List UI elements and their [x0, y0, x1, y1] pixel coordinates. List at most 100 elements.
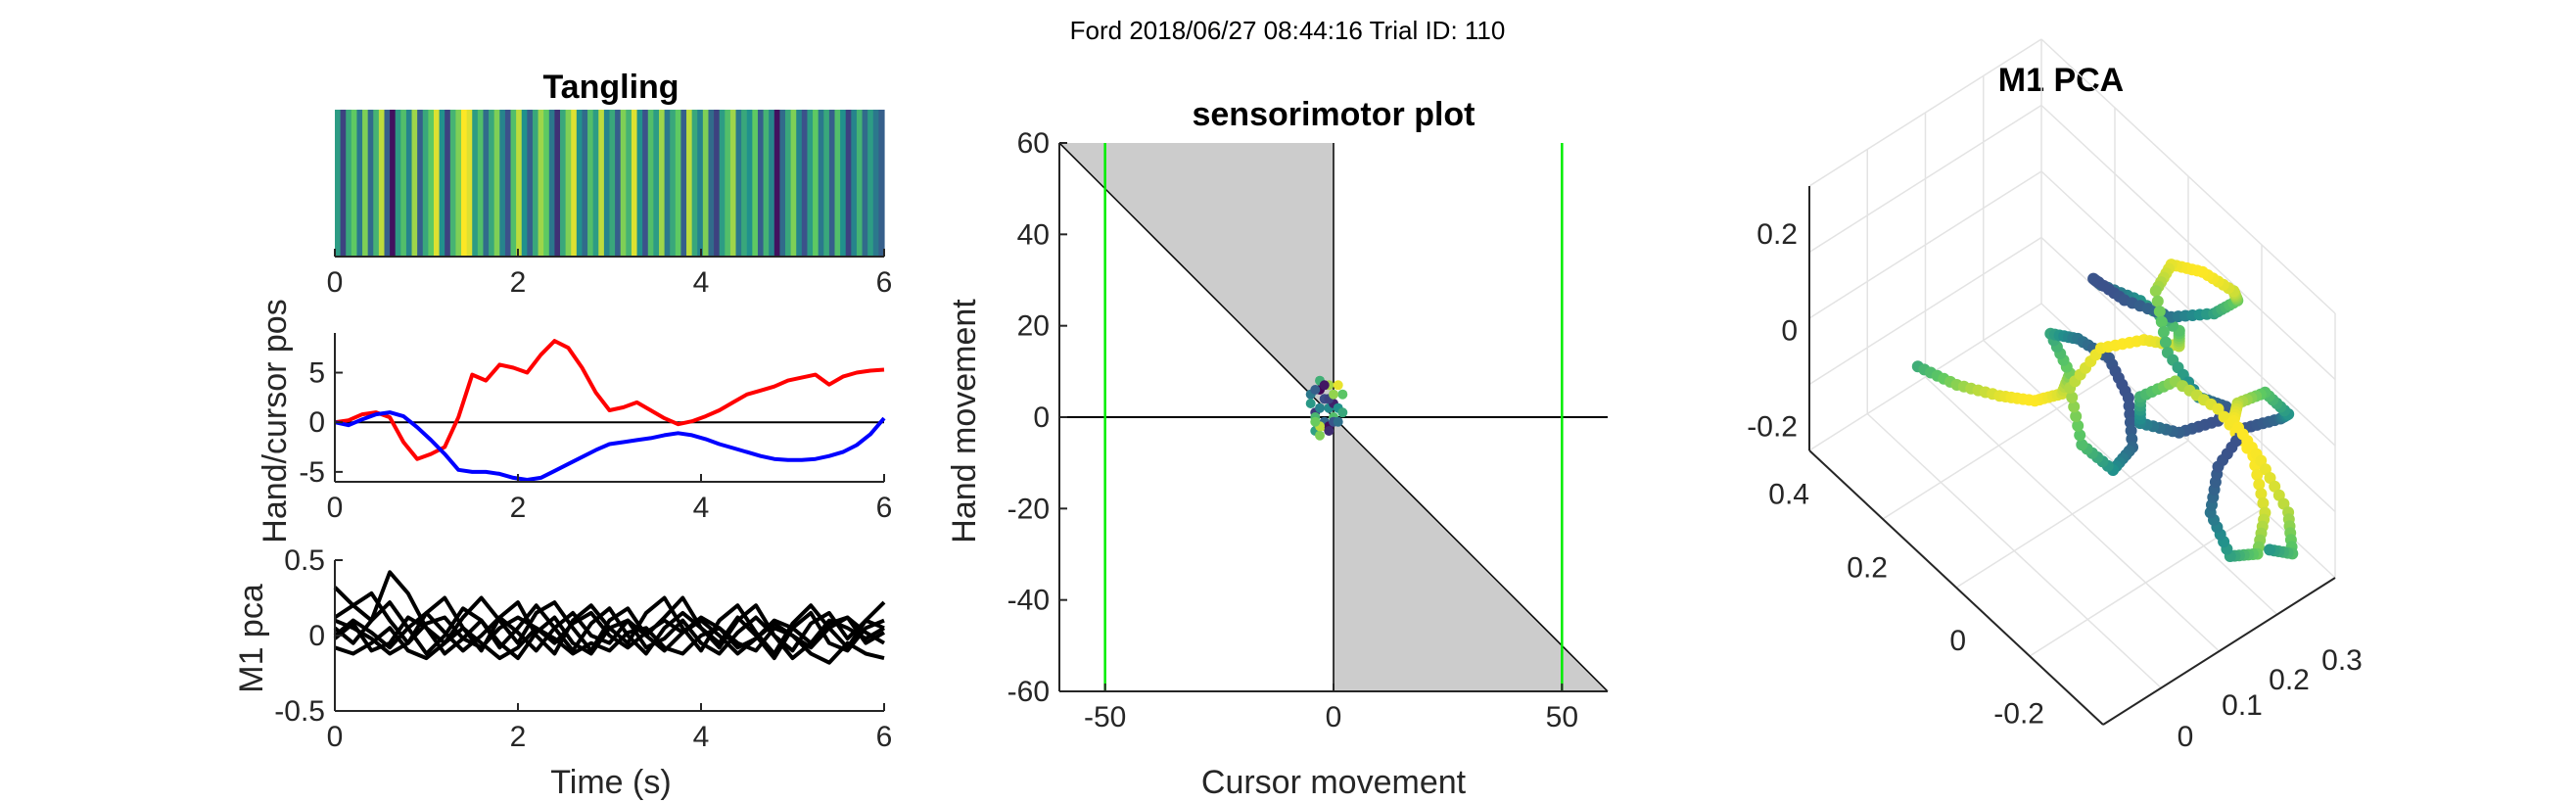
tangling-cell — [845, 110, 852, 257]
y-tick-label: 0 — [1949, 625, 1966, 657]
sm-y-tick-label: -60 — [1007, 676, 1050, 708]
tangling-cell — [752, 110, 759, 257]
m1-pca-content: 0 2 4 6-0.500.5 — [274, 544, 892, 753]
tangling-x-tick-label: 2 — [510, 266, 527, 299]
pca-trajectory-point — [2068, 401, 2081, 413]
pca-trajectory-point — [2149, 285, 2162, 298]
y-axis-3d — [1808, 449, 2104, 726]
tangling-cell — [867, 110, 874, 257]
hand-position-line — [334, 339, 885, 461]
tangling-cell — [483, 110, 490, 257]
pca-trajectory-point — [2157, 326, 2170, 339]
tangling-cell — [757, 110, 765, 257]
tangling-cell — [400, 110, 407, 257]
tangling-cell — [455, 110, 462, 257]
y-tick-label: 0.4 — [1768, 479, 1809, 511]
pca-trajectory-point — [2264, 543, 2276, 556]
m1-y-tick-label: -0.5 — [274, 695, 325, 728]
pca-trajectory-point — [2074, 429, 2086, 442]
tangling-cell — [818, 110, 824, 257]
tangling-cell — [779, 110, 786, 257]
pca-trajectory-point — [2272, 489, 2285, 501]
m1-x-tick-label: 4 — [693, 721, 710, 753]
tangling-cell — [686, 110, 693, 257]
tangling-cell — [691, 110, 698, 257]
tangling-cell — [773, 110, 781, 257]
tangling-cell — [620, 110, 627, 257]
cursor-position-line — [334, 410, 886, 482]
pca-trajectory-point — [2257, 496, 2270, 509]
tangling-cell — [741, 110, 748, 257]
pca-trajectory-point — [2076, 439, 2088, 451]
grid-3d-line — [1808, 104, 2042, 254]
tangling-cell — [702, 110, 710, 257]
tangling-cell — [422, 110, 429, 257]
tangling-cell — [411, 110, 418, 257]
tangling-cell — [532, 110, 539, 257]
tangling-cell — [516, 110, 523, 257]
y-tick-label: 0.2 — [1847, 551, 1888, 584]
sensorimotor-xlabel: Cursor movement — [1201, 764, 1467, 801]
tangling-cell — [548, 110, 555, 257]
tangling-cell — [576, 110, 584, 257]
sensorimotor-point — [1324, 426, 1335, 436]
tangling-cell — [395, 110, 401, 257]
tangling-cell — [746, 110, 753, 257]
sm-y-tick-label: 20 — [1017, 310, 1050, 343]
sm-y-tick-label: 40 — [1017, 218, 1050, 251]
m1-pca-3d-content: -0.200.2-0.200.20.400.10.20.3 — [1747, 38, 2363, 753]
pca-trajectory-point — [2070, 410, 2083, 423]
tangling-cell — [461, 110, 468, 257]
m1-x-tick-label: 0 — [327, 721, 344, 753]
tangling-cell — [489, 110, 495, 257]
tangling-cell — [582, 110, 588, 257]
sensorimotor-point — [1305, 399, 1316, 408]
tangling-cell — [417, 110, 424, 257]
tangling-cell — [719, 110, 726, 257]
m1-pca-timeseries-plot: M1 pca Time (s) 0 2 4 6-0.500.5 — [233, 544, 892, 801]
sensorimotor-point — [1315, 430, 1325, 441]
grid-3d-line — [2040, 170, 2336, 447]
tangling-cell — [872, 110, 879, 257]
tangling-cell — [346, 110, 352, 257]
pca-trajectory-point — [2251, 468, 2264, 481]
m1-pca-component-line — [333, 610, 886, 656]
tangling-cell — [466, 110, 473, 257]
pca-trajectory-point — [2269, 480, 2281, 493]
sensorimotor-point — [1319, 380, 1330, 391]
tangling-cell — [493, 110, 500, 257]
tangling-cells — [335, 110, 885, 257]
m1-pca-component-line — [334, 610, 886, 656]
tangling-cell — [796, 110, 803, 257]
tangling-cell — [405, 110, 413, 257]
sensorimotor-plot: sensorimotor plot Hand movement Cursor m… — [946, 96, 1609, 801]
pos-x-tick-label: 4 — [693, 492, 710, 524]
tangling-cell — [587, 110, 594, 257]
tangling-title: Tangling — [542, 69, 679, 106]
tangling-cell — [340, 110, 347, 257]
m1-pca-component-line — [333, 615, 886, 661]
pos-x-tick-label: 0 — [327, 492, 344, 524]
sm-y-tick-label: -40 — [1007, 585, 1050, 617]
tangling-cell — [439, 110, 445, 257]
m1-y-tick-label: 0.5 — [284, 544, 325, 577]
tangling-cell — [609, 110, 616, 257]
hand-cursor-content: 0 2 4 6-505 — [299, 333, 892, 524]
sensorimotor-title: sensorimotor plot — [1192, 96, 1475, 133]
pos-x-tick-label: 2 — [510, 492, 527, 524]
tangling-cell — [631, 110, 638, 257]
pca-trajectory-point — [2255, 454, 2268, 467]
pos-y-tick-label: -5 — [299, 456, 325, 489]
x-tick-label: 0.3 — [2321, 644, 2363, 677]
sm-y-tick-label: 60 — [1017, 127, 1050, 160]
tangling-cell — [790, 110, 797, 257]
tangling-cell — [840, 110, 847, 257]
tangling-cell — [697, 110, 704, 257]
sensorimotor-point — [1329, 389, 1338, 400]
tangling-cell — [615, 110, 622, 257]
x-axis-3d — [2102, 577, 2336, 726]
z-tick-label: -0.2 — [1747, 410, 1798, 443]
tangling-cell — [499, 110, 506, 257]
tangling-cell — [362, 110, 369, 257]
tangling-cell — [598, 110, 605, 257]
